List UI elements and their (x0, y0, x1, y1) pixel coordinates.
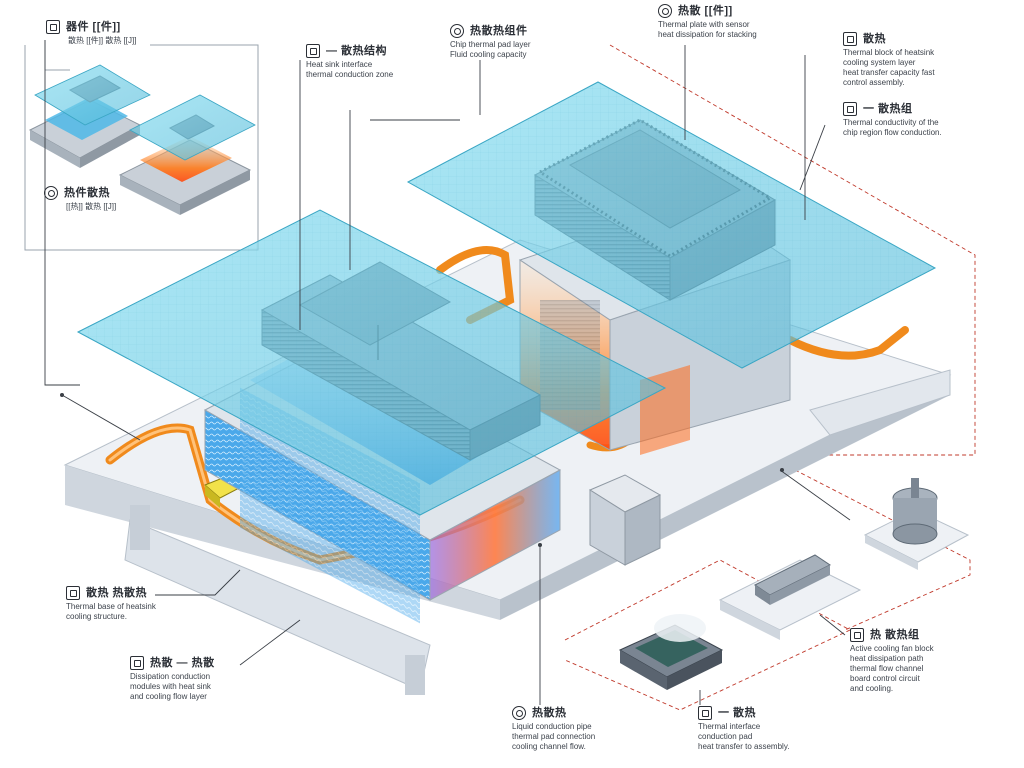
fan-component (863, 478, 970, 570)
callout-line: heat dissipation for stacking (658, 30, 757, 39)
callout-title: 一 散热组 (863, 103, 913, 115)
callout-line: modules with heat sink (130, 682, 211, 691)
callout-top-right-center: 热散 [[件]] Thermal plate with sensor heat … (658, 4, 757, 40)
check-icon (843, 102, 857, 116)
callout-right-bottom: 热 散热组 Active cooling fan block heat diss… (850, 628, 934, 694)
callout-title: 散热 (863, 33, 886, 45)
callout-bottom-center: 热散热 Liquid conduction pipe thermal pad c… (512, 706, 595, 752)
inset-module-hot (118, 94, 256, 215)
callout-top-center-left: — 散热结构 Heat sink interface thermal condu… (306, 44, 393, 80)
leader-lines (44, 40, 851, 705)
inset-module-cold (28, 64, 151, 168)
monitor-icon (850, 628, 864, 642)
callout-line: cooling channel flow. (512, 742, 586, 751)
callout-line: board control circuit (850, 674, 920, 683)
card-icon (698, 706, 712, 720)
callout-line: [[热]] 散热 [[J]] (66, 202, 117, 211)
callout-line: heat transfer to assembly. (698, 742, 790, 751)
callout-line: Fluid cooling capacity (450, 50, 527, 59)
callout-line: Chip thermal pad layer (450, 40, 531, 49)
callout-line: Heat sink interface (306, 60, 373, 69)
callout-line: heat transfer capacity fast (843, 68, 935, 77)
callout-title: 热件散热 (64, 187, 110, 199)
callout-left-lower-1: 散热 热散热 Thermal base of heatsink cooling … (66, 586, 156, 622)
callout-line: cooling system layer (843, 58, 916, 67)
callout-line: Thermal base of heatsink (66, 602, 156, 611)
callout-line: Liquid conduction pipe (512, 722, 592, 731)
callout-line: conduction pad (698, 732, 753, 741)
sensor-component (718, 554, 862, 640)
callout-title: 热散热组件 (470, 25, 528, 37)
callout-title: 一 散热 (718, 707, 757, 719)
pad-component (618, 614, 724, 690)
callout-line: Thermal conductivity of the (843, 118, 939, 127)
callout-line: Thermal interface (698, 722, 761, 731)
connector-block (588, 474, 662, 566)
callout-inset-top: 器件 [[件]] 散热 [[件]] 散热 [[J]] (46, 20, 136, 46)
fan-icon (44, 186, 58, 200)
callout-title: 散热 热散热 (86, 587, 148, 599)
callout-bottom-right-center: 一 散热 Thermal interface conduction pad he… (698, 706, 789, 752)
callout-right-second: 一 散热组 Thermal conductivity of the chip r… (843, 102, 942, 138)
document-icon (46, 20, 60, 34)
mail-icon (66, 586, 80, 600)
callout-title: — 散热结构 (326, 45, 388, 57)
lock-icon (843, 32, 857, 46)
box-icon (130, 656, 144, 670)
callout-line: Thermal block of heatsink (843, 48, 935, 57)
callout-top-center: 热散热组件 Chip thermal pad layer Fluid cooli… (450, 24, 530, 60)
callout-line: Thermal plate with sensor (658, 20, 750, 29)
callout-line: control assembly. (843, 78, 905, 87)
callout-line: heat dissipation path (850, 654, 924, 663)
callout-line: and cooling. (850, 684, 894, 693)
callout-line: thermal conduction zone (306, 70, 394, 79)
callout-line: thermal pad connection (512, 732, 596, 741)
callout-line: thermal flow channel (850, 664, 924, 673)
callout-title: 器件 [[件]] (66, 21, 121, 33)
callout-title: 热 散热组 (870, 629, 920, 641)
wave-icon (512, 706, 526, 720)
callout-title: 热散 — 热散 (150, 657, 215, 669)
callout-line: cooling structure. (66, 612, 127, 621)
gauge-icon (450, 24, 464, 38)
callout-left-lower-2: 热散 — 热散 Dissipation conduction modules w… (130, 656, 215, 702)
callout-line: and cooling flow layer (130, 692, 207, 701)
callout-title: 热散热 (532, 707, 567, 719)
callout-line: Active cooling fan block (850, 644, 934, 653)
callout-line: chip region flow conduction. (843, 128, 942, 137)
thermo-icon (658, 4, 672, 18)
callout-line: Dissipation conduction (130, 672, 211, 681)
chip-icon (306, 44, 320, 58)
callout-inset-bottom: 热件散热 [[热]] 散热 [[J]] (44, 186, 116, 212)
callout-title: 热散 [[件]] (678, 5, 733, 17)
callout-right-top: 散热 Thermal block of heatsink cooling sys… (843, 32, 935, 88)
callout-line: 散热 [[件]] 散热 [[J]] (68, 36, 137, 45)
